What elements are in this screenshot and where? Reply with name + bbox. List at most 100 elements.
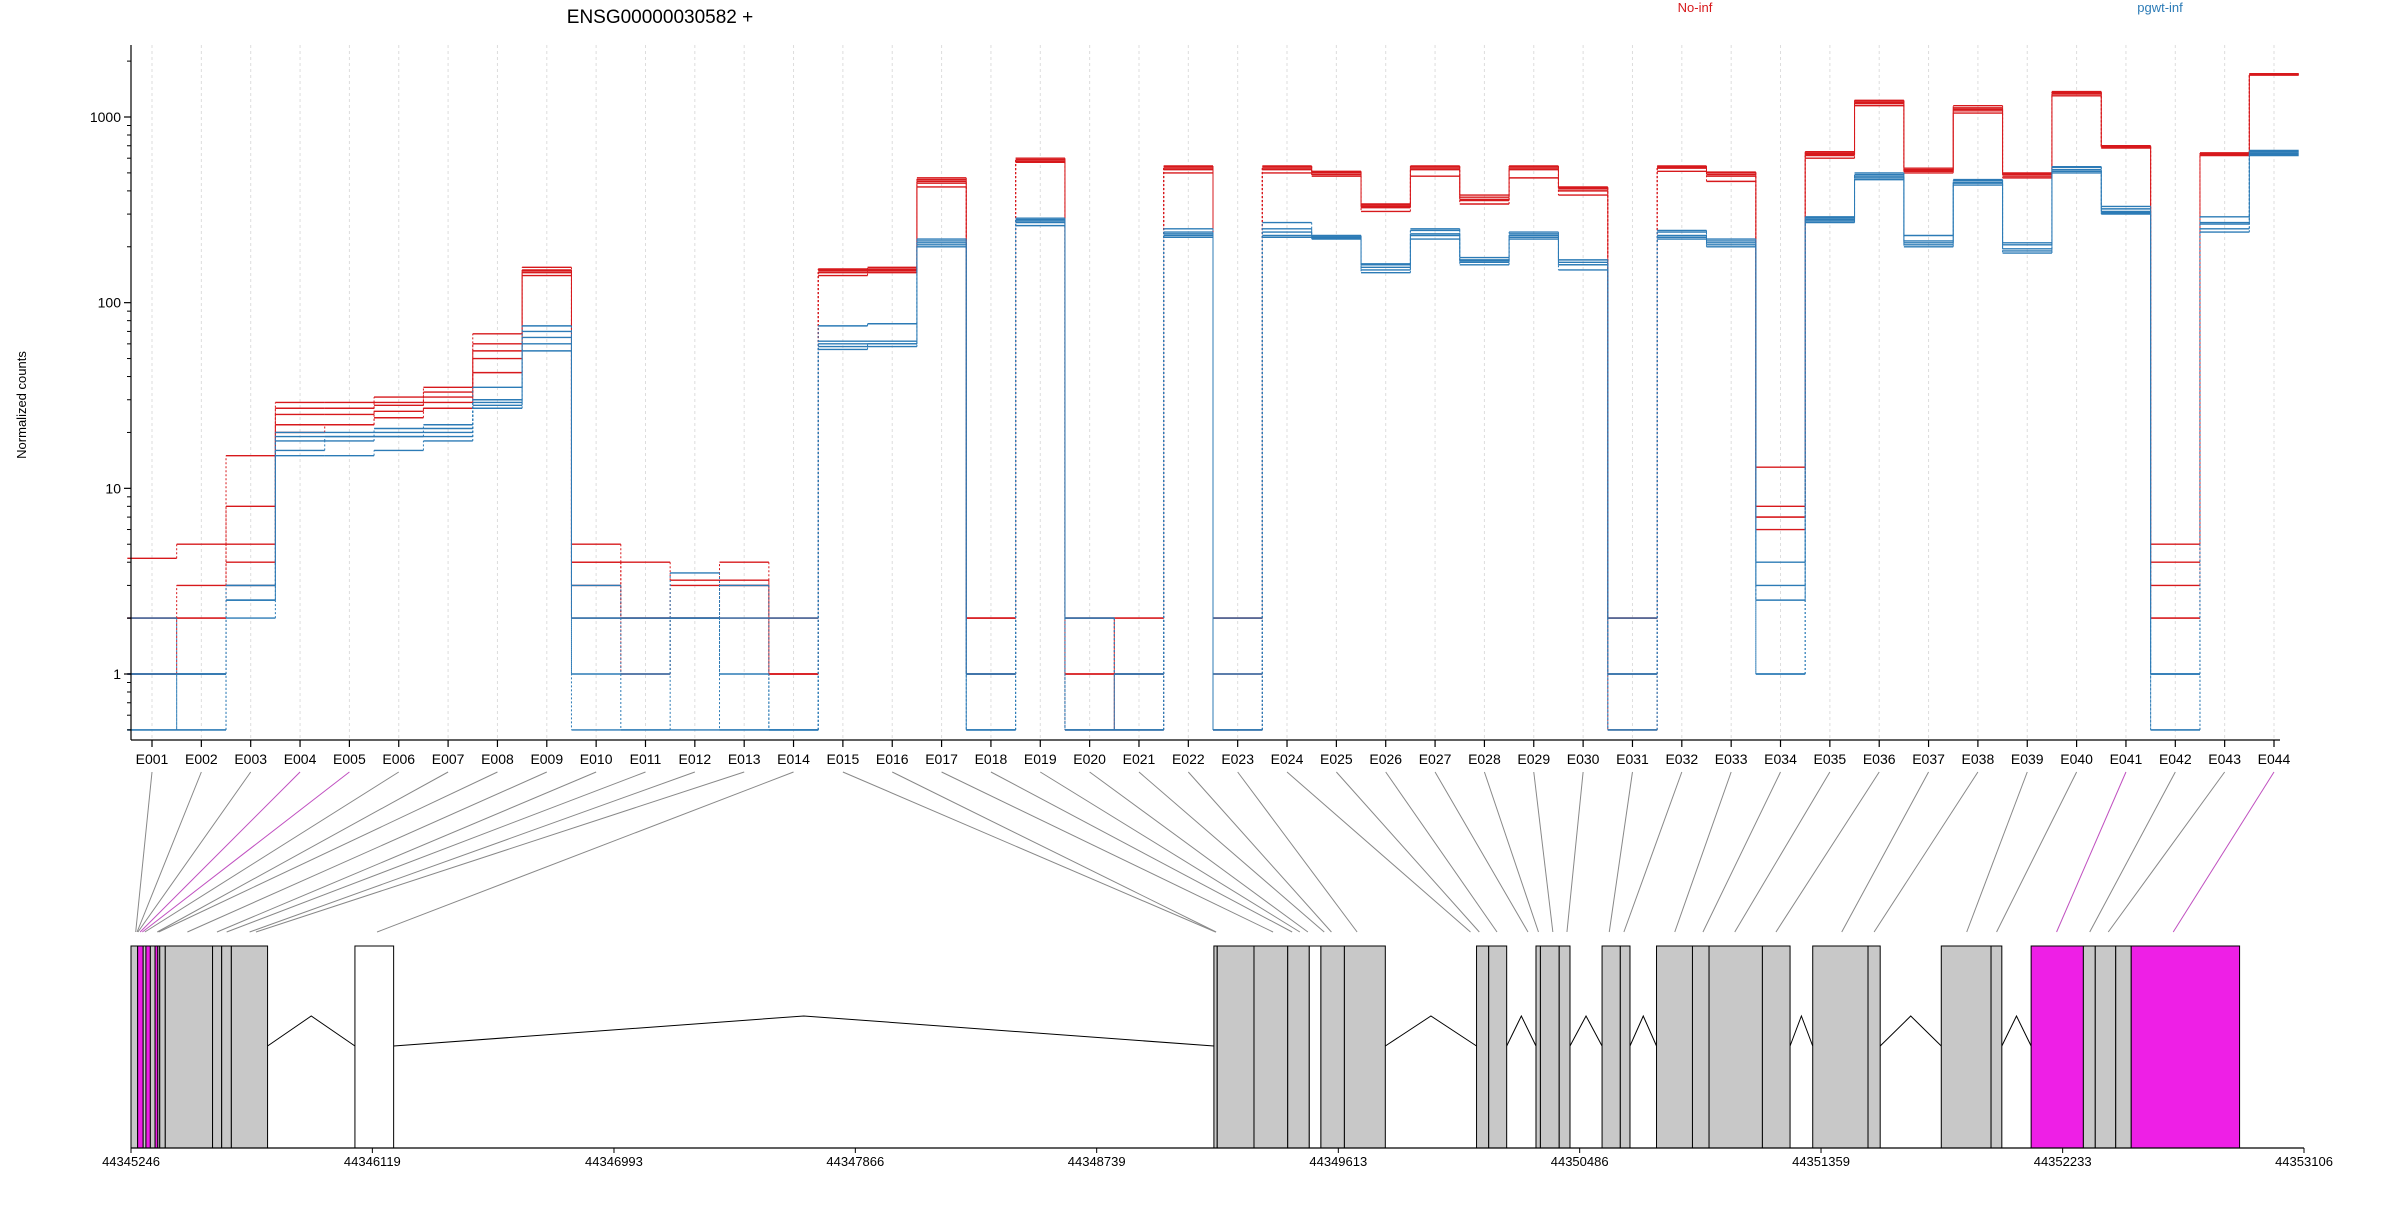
x-tick-label-E033: E033: [1715, 751, 1748, 767]
sample-pgwt-inf-5: [127, 153, 2299, 731]
mapping-line-E007: [157, 771, 449, 933]
x-tick-label-E040: E040: [2060, 751, 2093, 767]
x-tick-label-E003: E003: [234, 751, 267, 767]
coordinate-tick-label-44348739: 44348739: [1068, 1154, 1126, 1169]
mapping-line-E029: [1533, 771, 1554, 933]
x-tick-label-E013: E013: [728, 751, 761, 767]
coordinate-axis: 44345246 44346119 44346993 44347866 44348739…: [102, 1147, 2333, 1169]
x-tick-label-E007: E007: [432, 751, 465, 767]
mapping-line-E035: [1734, 771, 1831, 933]
exon-box: [1539, 945, 1560, 1149]
mapping-line-E027: [1434, 771, 1529, 933]
x-tick-label-E023: E023: [1221, 751, 1254, 767]
coordinate-tick-label-44346119: 44346119: [344, 1154, 401, 1169]
mapping-line-E044: [2172, 771, 2275, 933]
mapping-line-E023: [1237, 771, 1358, 933]
x-tick-label-E019: E019: [1024, 751, 1057, 767]
exon-box: [149, 945, 156, 1149]
y-tick-label-100: 100: [98, 295, 122, 311]
mapping-line-E031: [1608, 771, 1633, 933]
mapping-line-E039: [1966, 771, 2028, 933]
exon-box-highlight: [145, 945, 151, 1149]
exon-box: [1761, 945, 1791, 1149]
exon-box: [1308, 945, 1322, 1149]
series-lines: [127, 73, 2299, 731]
x-tick-label-E017: E017: [925, 751, 958, 767]
intron-33: [1879, 1015, 1942, 1047]
mapping-line-E022: [1187, 771, 1332, 933]
mapping-line-E041: [2056, 771, 2127, 933]
x-tick-label-E044: E044: [2258, 751, 2291, 767]
mapping-line-E019: [1040, 771, 1301, 933]
exon-box: [1940, 945, 1992, 1149]
exon-box: [1691, 945, 1710, 1149]
mapping-line-E017: [941, 771, 1274, 933]
x-tick-label-E015: E015: [827, 751, 860, 767]
x-tick-label-E024: E024: [1271, 751, 1304, 767]
mapping-line-E030: [1566, 771, 1584, 933]
x-tick-label-E034: E034: [1764, 751, 1797, 767]
exon-box: [354, 945, 395, 1149]
x-tick-label-E016: E016: [876, 751, 909, 767]
mapping-line-E032: [1623, 771, 1683, 933]
mapping-line-E026: [1385, 771, 1498, 933]
coordinate-tick-label-44353106: 44353106: [2275, 1154, 2333, 1169]
intron-22: [1506, 1014, 1537, 1047]
exon-box-highlight: [2130, 945, 2241, 1149]
mapping-line-E006: [144, 771, 400, 933]
exon-box: [1253, 945, 1289, 1149]
y-axis-label-group: Normalized counts: [14, 351, 29, 459]
intron-12: [267, 1015, 356, 1047]
intron-31: [1789, 1014, 1814, 1047]
exon-mapping-lines: [135, 771, 2275, 933]
x-tick-label-E035: E035: [1814, 751, 1847, 767]
x-tick-label-E025: E025: [1320, 751, 1353, 767]
x-tick-label-E036: E036: [1863, 751, 1896, 767]
mapping-line-E043: [2107, 771, 2226, 933]
coordinate-tick-label-44345246: 44345246: [102, 1154, 160, 1169]
mapping-line-E005: [142, 771, 350, 933]
exon-box: [1488, 945, 1508, 1149]
mapping-line-E009: [187, 771, 547, 933]
x-tick-label-E020: E020: [1073, 751, 1106, 767]
mapping-line-E028: [1483, 771, 1539, 933]
x-axis: E001 E002 E003 E004 E005 E006 E007 E008 E009 E010…: [131, 739, 2291, 767]
x-tick-label-E018: E018: [975, 751, 1008, 767]
intron-25: [1569, 1014, 1603, 1047]
mapping-line-E011: [226, 771, 646, 933]
mapping-line-E012: [249, 771, 696, 933]
x-tick-label-E042: E042: [2159, 751, 2192, 767]
coordinate-tick-label-44352233: 44352233: [2034, 1154, 2092, 1169]
exon-box: [2082, 945, 2096, 1149]
mapping-line-E042: [2089, 771, 2176, 933]
gene-model: [130, 945, 2241, 1149]
x-tick-label-E002: E002: [185, 751, 218, 767]
x-tick-label-E041: E041: [2110, 751, 2143, 767]
exon-box: [1535, 945, 1541, 1149]
x-tick-label-E022: E022: [1172, 751, 1205, 767]
exon-box: [1476, 945, 1490, 1149]
coordinate-tick-label-44350486: 44350486: [1551, 1154, 1609, 1169]
exon-box: [1708, 945, 1763, 1149]
mapping-line-E024: [1286, 771, 1471, 933]
exon-box: [212, 945, 223, 1149]
x-tick-label-E012: E012: [678, 751, 711, 767]
mapping-line-E020: [1089, 771, 1309, 933]
mapping-line-E025: [1335, 771, 1480, 933]
x-tick-label-E038: E038: [1962, 751, 1995, 767]
exon-box: [221, 945, 232, 1149]
exon-box: [130, 945, 139, 1149]
x-tick-label-E031: E031: [1616, 751, 1649, 767]
y-tick-label-1000: 1000: [90, 109, 121, 125]
mapping-line-E013: [255, 771, 745, 933]
mapping-line-E004: [139, 771, 301, 933]
x-tick-label-E026: E026: [1369, 751, 1402, 767]
exon-box: [2115, 945, 2132, 1149]
chart-title: ENSG00000030582 +: [567, 7, 753, 28]
exon-box: [1343, 945, 1386, 1149]
coordinate-tick-label-44346993: 44346993: [585, 1154, 643, 1169]
mapping-line-E018: [990, 771, 1293, 933]
y-axis-label: Normalized counts: [14, 351, 29, 459]
